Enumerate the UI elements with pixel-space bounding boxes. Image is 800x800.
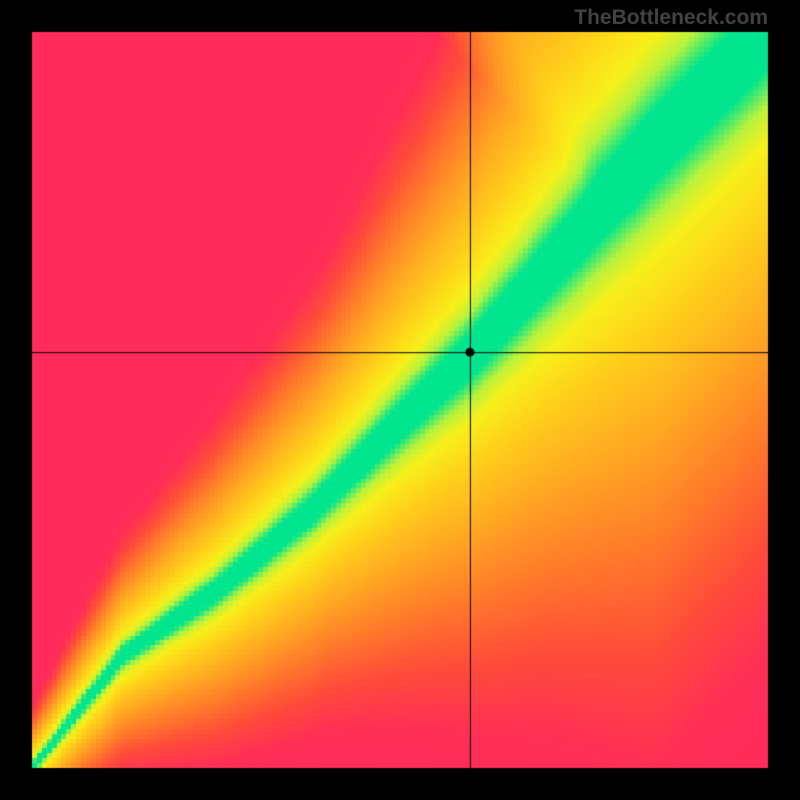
heatmap-canvas bbox=[0, 0, 800, 800]
watermark-label: TheBottleneck.com bbox=[574, 6, 768, 30]
figure-container: TheBottleneck.com bbox=[0, 0, 800, 800]
